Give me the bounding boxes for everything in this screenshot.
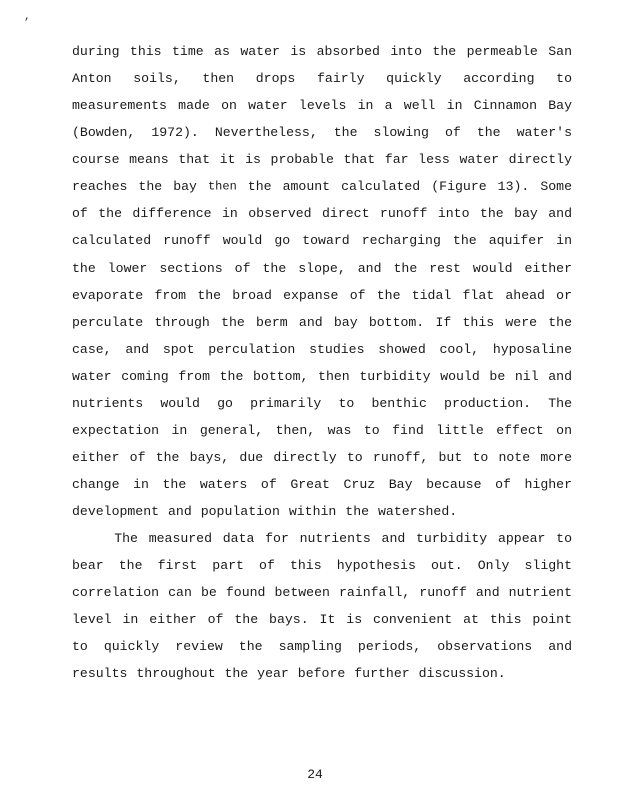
page-number: 24 xyxy=(0,762,630,789)
page-body: during this time as water is absorbed in… xyxy=(0,0,630,688)
stray-mark: , xyxy=(24,6,31,29)
paragraph-2: The measured data for nutrients and turb… xyxy=(72,525,572,687)
inline-correction-then: then xyxy=(208,180,237,194)
paragraph-1: during this time as water is absorbed in… xyxy=(72,38,572,525)
